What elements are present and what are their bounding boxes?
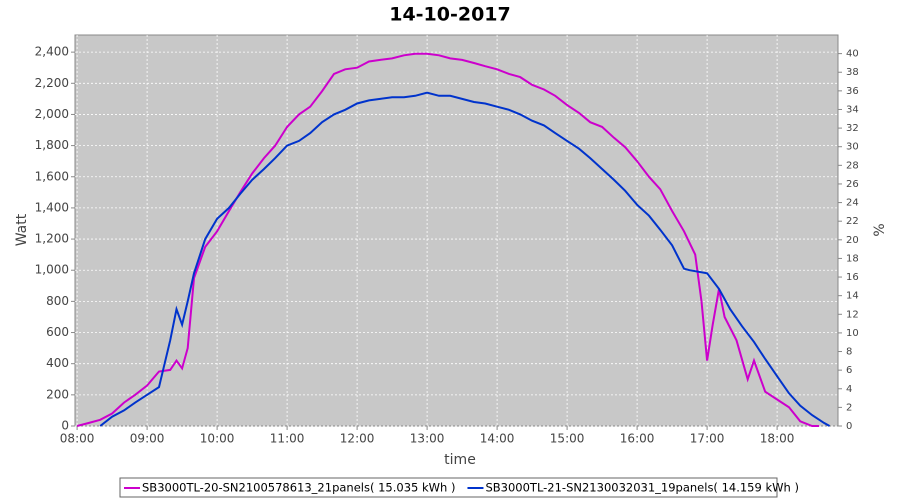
y2-tick-label: 18 [846,253,859,264]
y2-tick-label: 32 [846,123,859,134]
y2-tick-label: 2 [846,402,852,413]
y2-tick-label: 36 [846,86,859,97]
y2-tick-label: 16 [846,272,859,283]
y-tick-label: 2,000 [35,107,69,121]
legend-label: SB3000TL-20-SN2100578613_21panels( 15.03… [142,481,455,495]
x-tick-label: 18:00 [760,432,795,446]
y2-tick-label: 30 [846,142,859,153]
y-tick-label: 2,200 [35,76,69,90]
y2-tick-label: 34 [846,104,859,115]
y-tick-label: 1,600 [35,169,69,183]
y-tick-label: 200 [46,387,69,401]
y2-tick-label: 26 [846,179,859,190]
y-tick-label: 1,400 [35,200,69,214]
y2-tick-label: 8 [846,347,852,358]
x-tick-label: 08:00 [60,432,95,446]
y-tick-label: 1,200 [35,232,69,246]
x-axis-label: time [444,452,476,468]
x-tick-label: 10:00 [200,432,235,446]
series-line [99,91,831,427]
y-tick-label: 0 [61,419,69,433]
y2-tick-label: 20 [846,235,859,246]
legend-label: SB3000TL-21-SN2130032031_19panels( 14.15… [485,481,798,495]
y-tick-label: 400 [46,356,69,370]
chart-title: 14-10-2017 [389,4,511,26]
y2-tick-label: 24 [846,198,859,209]
y-tick-label: 1,000 [35,263,69,277]
y2-axis-label: % [872,223,888,236]
plot-area [74,34,839,427]
y-axis-label: Watt [14,213,30,246]
x-tick-label: 12:00 [340,432,375,446]
y2-tick-label: 38 [846,67,859,78]
y2-tick-label: 12 [846,309,859,320]
legend [119,477,778,498]
x-tick-label: 15:00 [550,432,585,446]
y2-tick-label: 6 [846,365,852,376]
x-tick-label: 11:00 [270,432,305,446]
y-tick-label: 600 [46,325,69,339]
x-tick-label: 17:00 [690,432,725,446]
y2-tick-label: 4 [846,384,852,395]
y-tick-label: 2,400 [35,45,69,59]
series-line [76,52,820,427]
x-tick-label: 14:00 [480,432,515,446]
y-tick-label: 1,800 [35,138,69,152]
x-tick-label: 13:00 [410,432,445,446]
y2-tick-label: 10 [846,328,859,339]
x-tick-label: 16:00 [620,432,655,446]
x-tick-label: 09:00 [130,432,165,446]
y2-tick-label: 14 [846,291,859,302]
y2-tick-label: 22 [846,216,859,227]
y-tick-label: 800 [46,294,69,308]
y2-tick-label: 0 [846,421,852,432]
y2-tick-label: 28 [846,160,859,171]
y2-tick-label: 40 [846,49,859,60]
